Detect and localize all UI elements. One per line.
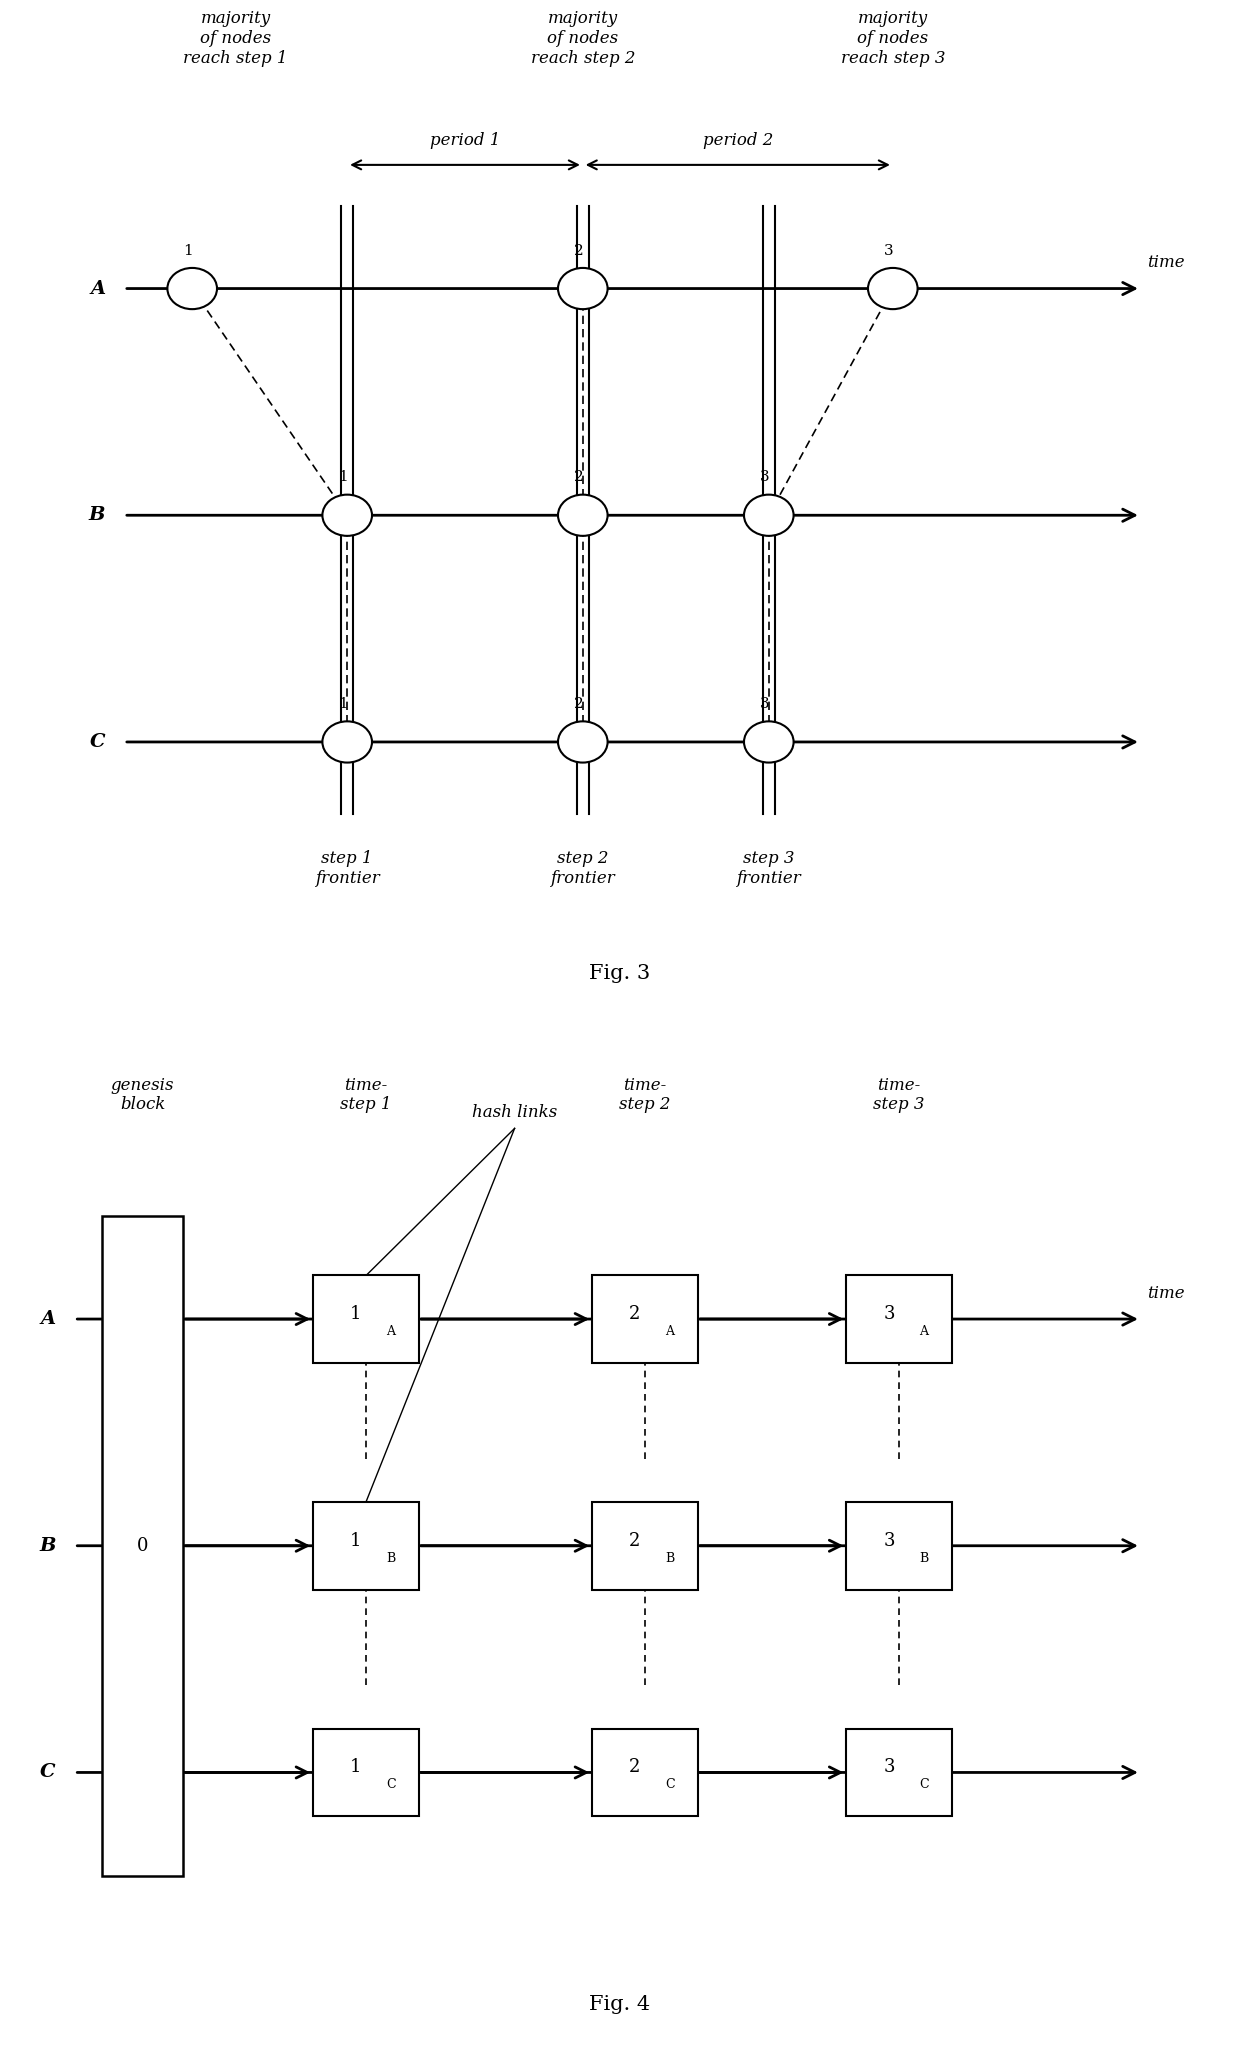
Text: majority
of nodes
reach step 2: majority of nodes reach step 2 xyxy=(531,10,635,66)
Text: A: A xyxy=(665,1325,675,1338)
Text: time-
step 3: time- step 3 xyxy=(873,1076,925,1113)
Bar xyxy=(312,1276,419,1362)
Text: period 2: period 2 xyxy=(703,132,773,150)
Bar xyxy=(593,1502,697,1589)
Text: 1: 1 xyxy=(350,1758,362,1777)
Text: genesis
block: genesis block xyxy=(110,1076,175,1113)
Text: 1: 1 xyxy=(350,1531,362,1550)
Text: A: A xyxy=(386,1325,396,1338)
Text: Fig. 3: Fig. 3 xyxy=(589,965,651,983)
Text: 3: 3 xyxy=(760,470,770,484)
Text: A: A xyxy=(919,1325,929,1338)
Text: 3: 3 xyxy=(883,1758,895,1777)
Bar xyxy=(312,1502,419,1589)
Text: A: A xyxy=(41,1311,56,1327)
Circle shape xyxy=(868,268,918,309)
Text: 3: 3 xyxy=(883,1305,895,1323)
Text: 2: 2 xyxy=(574,243,584,258)
Circle shape xyxy=(558,268,608,309)
Text: C: C xyxy=(386,1779,396,1791)
Text: 0: 0 xyxy=(136,1538,149,1554)
Text: C: C xyxy=(665,1779,675,1791)
Text: 1: 1 xyxy=(184,243,193,258)
Circle shape xyxy=(167,268,217,309)
Text: B: B xyxy=(919,1552,929,1564)
Circle shape xyxy=(322,495,372,536)
Bar xyxy=(846,1729,952,1816)
Text: 1: 1 xyxy=(339,470,348,484)
Text: 1: 1 xyxy=(350,1305,362,1323)
Circle shape xyxy=(558,721,608,763)
Text: step 2
frontier: step 2 frontier xyxy=(551,849,615,886)
Text: B: B xyxy=(40,1538,56,1554)
Text: hash links: hash links xyxy=(472,1105,557,1121)
Text: 2: 2 xyxy=(629,1531,641,1550)
Text: C: C xyxy=(919,1779,929,1791)
Bar xyxy=(593,1276,697,1362)
Bar xyxy=(312,1729,419,1816)
Text: Fig. 4: Fig. 4 xyxy=(589,1995,651,2014)
Circle shape xyxy=(322,721,372,763)
Text: time-
step 1: time- step 1 xyxy=(340,1076,392,1113)
Bar xyxy=(846,1276,952,1362)
Text: B: B xyxy=(89,507,105,523)
Text: A: A xyxy=(91,280,105,297)
Circle shape xyxy=(744,495,794,536)
Text: majority
of nodes
reach step 3: majority of nodes reach step 3 xyxy=(841,10,945,66)
Text: B: B xyxy=(386,1552,396,1564)
Text: period 1: period 1 xyxy=(430,132,500,150)
Text: 3: 3 xyxy=(883,1531,895,1550)
Text: majority
of nodes
reach step 1: majority of nodes reach step 1 xyxy=(184,10,288,66)
Circle shape xyxy=(744,721,794,763)
Text: 2: 2 xyxy=(574,697,584,711)
Text: 3: 3 xyxy=(760,697,770,711)
Text: 2: 2 xyxy=(574,470,584,484)
Text: 1: 1 xyxy=(339,697,348,711)
Text: time: time xyxy=(1147,1284,1184,1303)
Bar xyxy=(846,1502,952,1589)
Text: step 3
frontier: step 3 frontier xyxy=(737,849,801,886)
Text: time: time xyxy=(1147,254,1184,272)
Text: 3: 3 xyxy=(884,243,894,258)
Text: 2: 2 xyxy=(629,1758,641,1777)
Text: step 1
frontier: step 1 frontier xyxy=(315,849,379,886)
Text: 2: 2 xyxy=(629,1305,641,1323)
Bar xyxy=(102,1216,184,1876)
Text: C: C xyxy=(40,1764,56,1781)
Text: time-
step 2: time- step 2 xyxy=(619,1076,671,1113)
Circle shape xyxy=(558,495,608,536)
Bar xyxy=(593,1729,697,1816)
Text: B: B xyxy=(665,1552,675,1564)
Text: C: C xyxy=(91,734,105,750)
